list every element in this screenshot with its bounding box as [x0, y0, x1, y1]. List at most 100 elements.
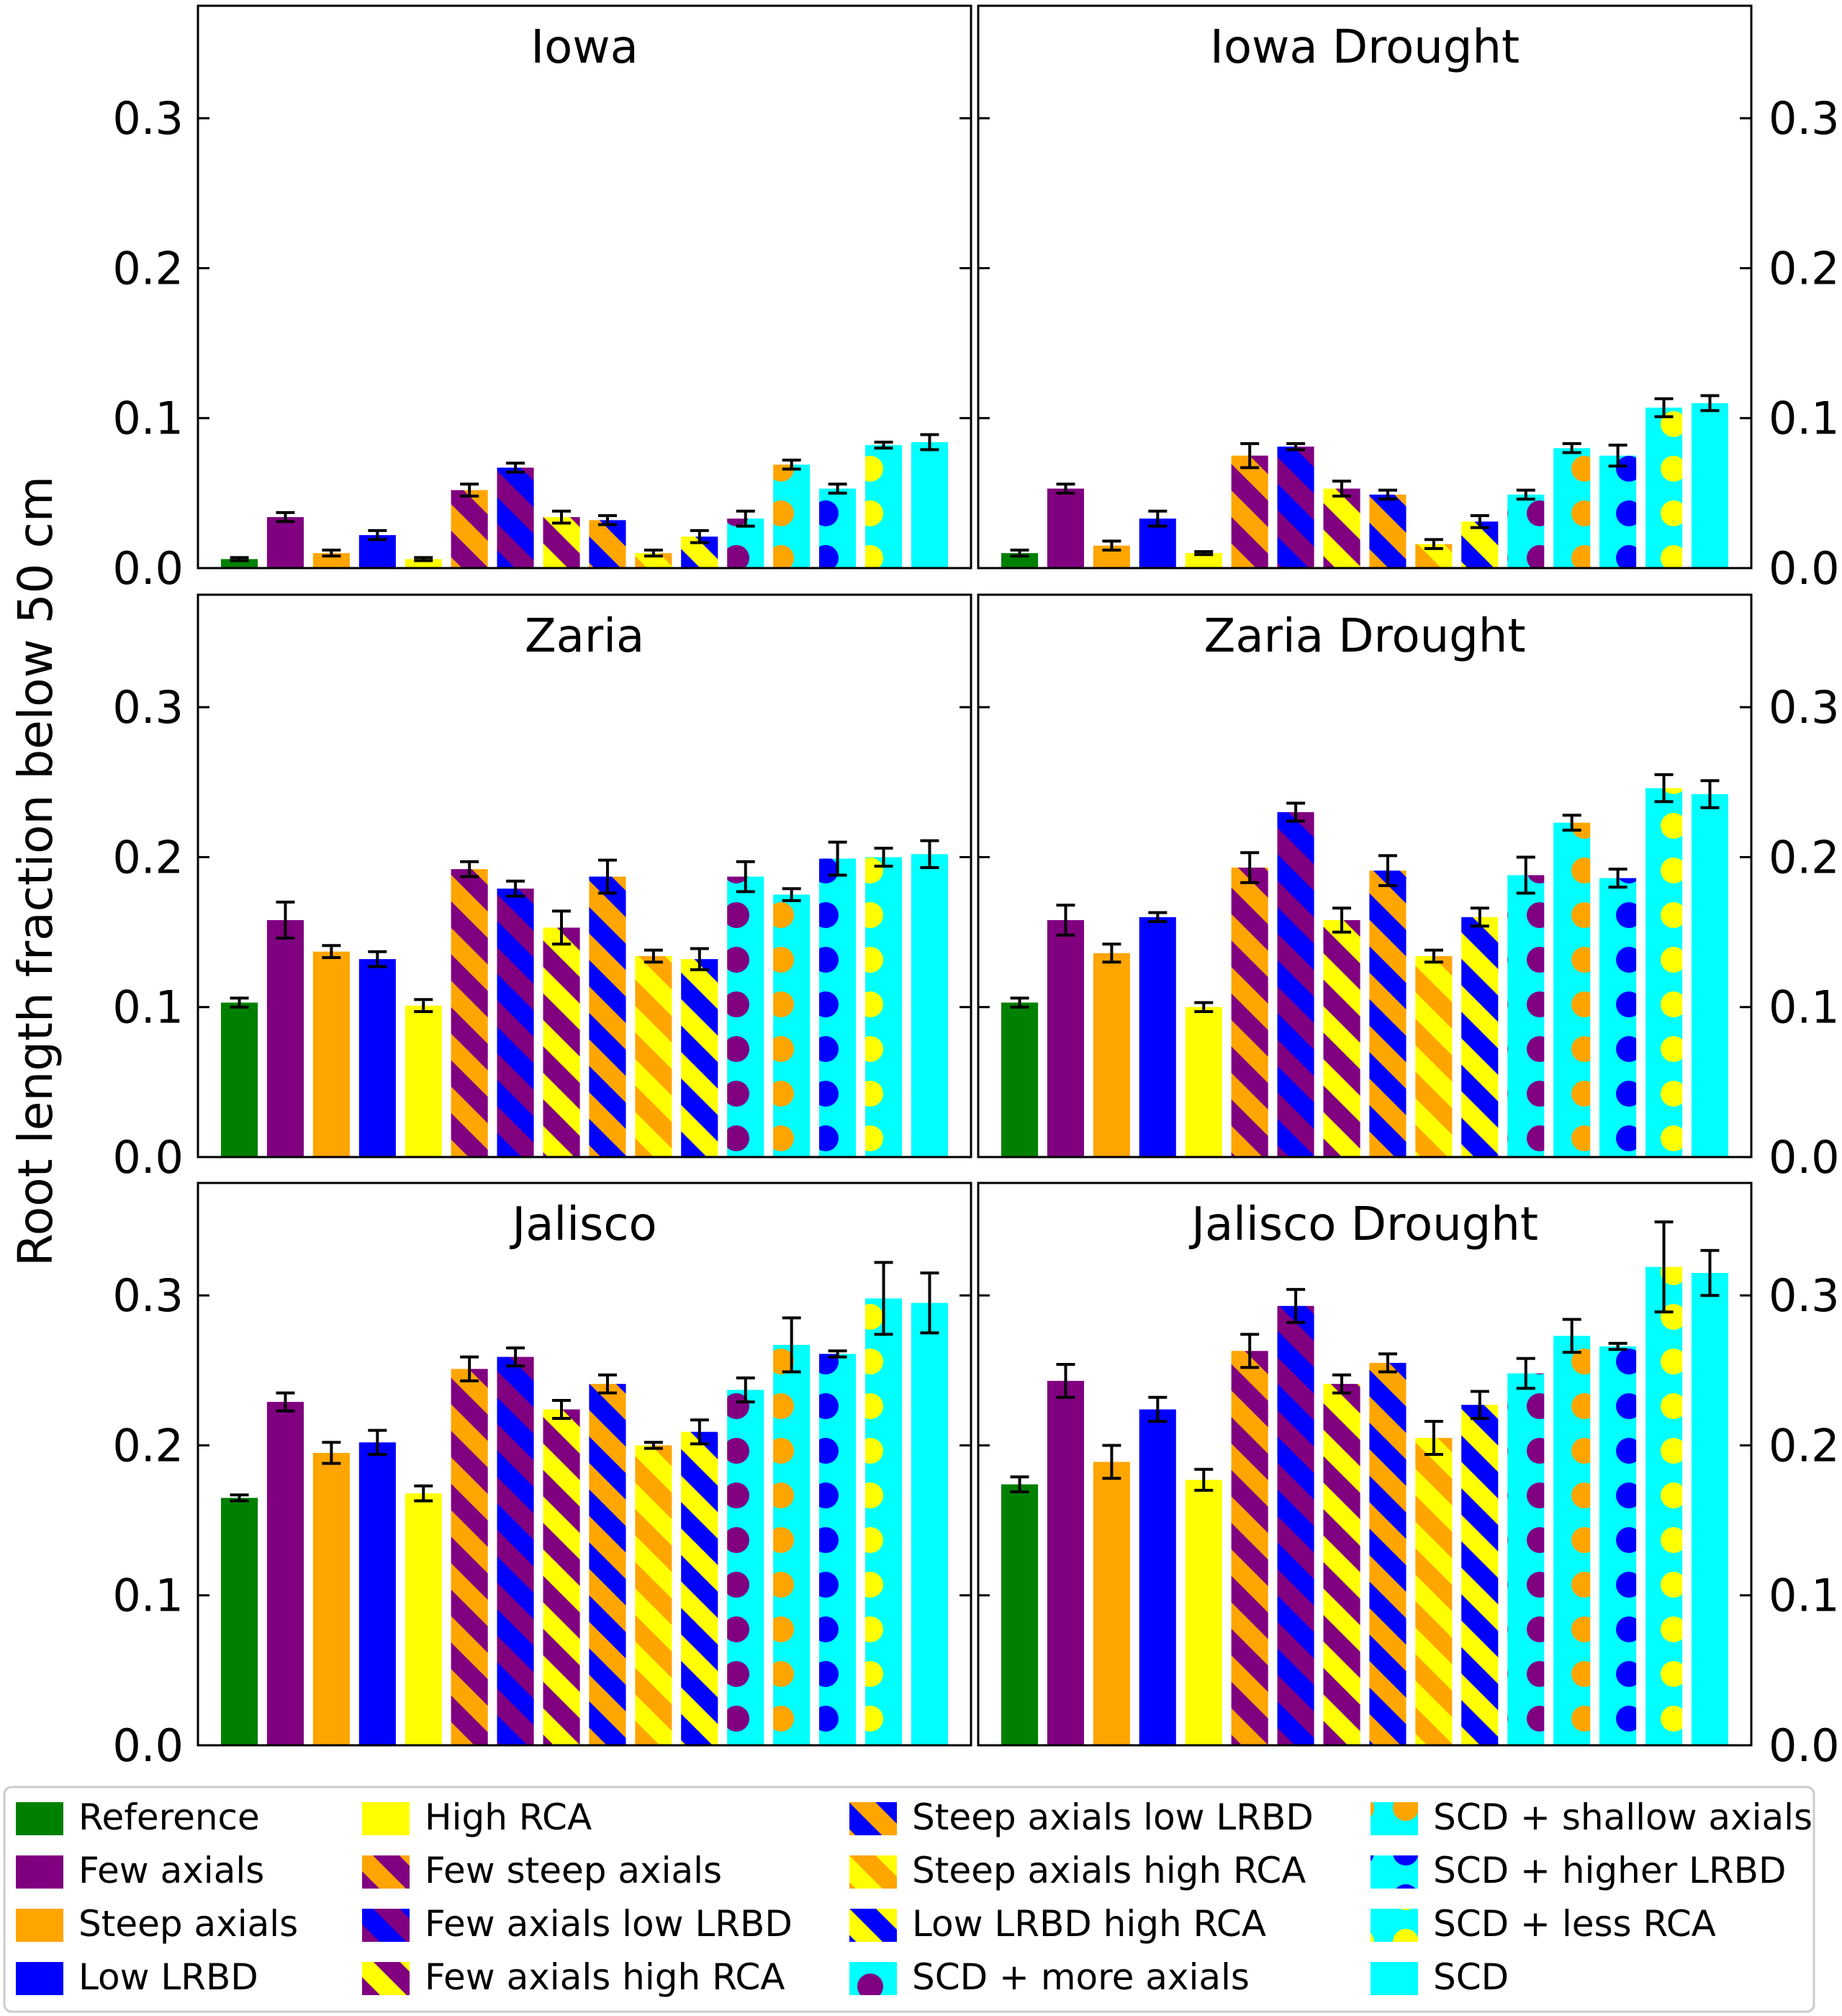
bar [1047, 919, 1084, 1157]
legend-item: SCD + more axials [849, 1956, 1250, 1998]
error-bar [460, 860, 479, 878]
y-tick-label: 0.1 [112, 392, 184, 445]
error-bar [1378, 1352, 1397, 1374]
bar [497, 1356, 534, 1745]
bar [1461, 917, 1499, 1157]
bar [1185, 1007, 1222, 1157]
error-bar [1700, 394, 1720, 413]
error-bar [552, 909, 572, 946]
bar [1139, 1409, 1176, 1745]
y-tick-label: 0.2 [112, 1419, 184, 1472]
legend-item: SCD + shallow axials [1371, 1796, 1812, 1838]
y-tick-label: 0.2 [1769, 242, 1840, 294]
bar [1369, 1362, 1407, 1745]
bar [1047, 1380, 1084, 1745]
bar [1461, 1405, 1499, 1745]
bar [1277, 446, 1314, 568]
legend-label: Steep axials high RCA [912, 1850, 1306, 1891]
legend-item: Few axials low LRBD [362, 1903, 793, 1945]
bar [1507, 875, 1545, 1157]
error-bar [552, 1399, 572, 1420]
bar [358, 959, 396, 1157]
error-bar [1102, 1444, 1121, 1480]
panel-iowa-drought: 0.0 0.1 0.2 0.3 Iowa Drought [977, 4, 1840, 595]
bar [1277, 1305, 1314, 1745]
error-bar [1562, 442, 1581, 454]
bar [543, 517, 580, 568]
error-bar [230, 1493, 249, 1503]
legend-swatch [16, 1909, 63, 1942]
error-bar [736, 1376, 755, 1404]
error-bar [1332, 906, 1352, 934]
bar [497, 467, 534, 568]
error-bar [597, 514, 617, 526]
error-bar [1470, 906, 1489, 928]
bar [1691, 794, 1728, 1157]
legend-swatch [362, 1802, 410, 1835]
error-bar [322, 1441, 341, 1465]
error-bar [1240, 851, 1260, 884]
bar [1507, 1373, 1545, 1745]
error-bar [1010, 549, 1029, 558]
legend-item: Low LRBD [16, 1956, 258, 1998]
y-tick-label: 0.1 [1769, 392, 1840, 445]
error-bar [1562, 814, 1581, 832]
error-bar [644, 1441, 663, 1450]
error-bar [1470, 1390, 1489, 1420]
legend-swatch [16, 1855, 63, 1889]
bar [1599, 878, 1637, 1157]
bar [1093, 1462, 1130, 1745]
bar [635, 955, 672, 1157]
panel-frame [197, 1182, 972, 1747]
legend-label: High RCA [425, 1796, 592, 1838]
error-bar [1240, 1333, 1260, 1369]
error-bar [322, 944, 341, 959]
error-bar [1700, 1248, 1720, 1297]
error-bar [506, 462, 525, 474]
bar [1645, 408, 1683, 568]
y-tick-label: 0.0 [1769, 1719, 1840, 1772]
legend-label: SCD + shallow axials [1433, 1796, 1812, 1838]
panel-iowa: 0.0 0.1 0.2 0.3 Iowa [112, 4, 972, 595]
y-tick-label: 0.1 [112, 1570, 184, 1622]
bar [1185, 1480, 1222, 1745]
bar [543, 927, 580, 1157]
y-tick-label: 0.0 [1769, 542, 1840, 595]
bar [911, 854, 948, 1157]
error-bar [1562, 1318, 1581, 1354]
y-tick-label: 0.0 [112, 1719, 184, 1772]
error-bar [1378, 854, 1397, 887]
panel-frame [977, 593, 1753, 1158]
bar [1093, 953, 1130, 1157]
error-bar [1286, 801, 1306, 823]
bar [1323, 1384, 1360, 1745]
legend-label: SCD + higher LRBD [1433, 1850, 1786, 1891]
error-bar [276, 1391, 295, 1413]
error-bar [1102, 942, 1121, 964]
bar [773, 1344, 811, 1745]
error-bar [597, 858, 617, 895]
error-bar [644, 549, 663, 558]
legend-frame [3, 1786, 1815, 2013]
bar [681, 959, 718, 1157]
bar [497, 888, 534, 1157]
error-bar [828, 840, 847, 877]
panel-frame [977, 4, 1753, 570]
legend-label: Low LRBD high RCA [912, 1903, 1266, 1945]
bar [451, 869, 488, 1157]
error-bar [828, 482, 847, 495]
legend-label: SCD + more axials [912, 1956, 1250, 1998]
legend-swatch [1371, 1855, 1418, 1889]
legend-item: Steep axials low LRBD [849, 1796, 1314, 1838]
legend-swatch [849, 1855, 897, 1889]
error-bar [782, 459, 801, 471]
legend-swatch [362, 1855, 410, 1889]
legend-label: Few axials low LRBD [425, 1903, 793, 1945]
panel-frame [197, 593, 972, 1158]
bar [1645, 788, 1683, 1157]
legend-item: Few steep axials [362, 1850, 722, 1891]
bar [1599, 1346, 1637, 1745]
bar [1323, 919, 1360, 1157]
error-bar [368, 950, 387, 968]
y-tick-label: 0.2 [1769, 831, 1840, 883]
